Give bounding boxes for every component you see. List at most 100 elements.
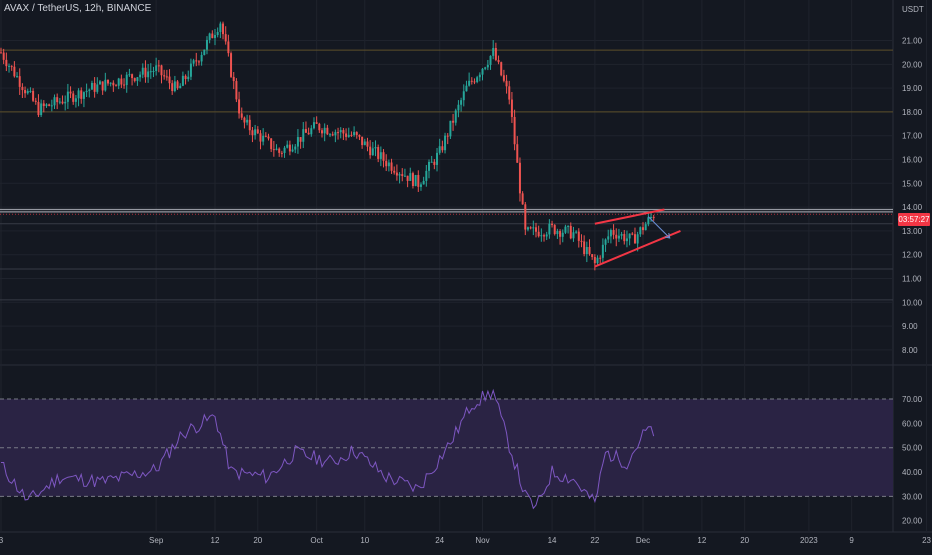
candle-body-down (652, 216, 655, 218)
candle-body-down (583, 241, 586, 255)
candle-body-down (510, 99, 513, 117)
candle-body-up (607, 236, 610, 240)
candle-body-down (107, 79, 109, 84)
candle-body-down (195, 60, 198, 62)
candle-body-down (13, 66, 16, 77)
candle-body-up (29, 90, 32, 92)
candle-body-down (211, 33, 214, 39)
candle-body-down (518, 162, 521, 194)
candle-body-down (326, 127, 329, 135)
candle-body-down (93, 82, 96, 92)
candle-body-down (48, 104, 51, 106)
time-tick-label: 3 (0, 536, 4, 545)
time-tick-label: 22 (590, 536, 599, 545)
candle-body-up (205, 39, 208, 50)
candle-body-down (342, 130, 345, 134)
wedge-upper-line (594, 208, 665, 225)
candle-body-down (377, 147, 380, 159)
candle-body-up (409, 173, 412, 181)
price-tick-label: 19.00 (902, 84, 923, 93)
candle-body-down (37, 101, 40, 116)
candle-body-up (82, 92, 85, 99)
candle-body-down (288, 144, 291, 152)
candle-body-up (567, 225, 570, 227)
time-tick-label: Sep (149, 536, 164, 545)
candle-body-down (441, 146, 444, 151)
rsi-line (1, 388, 655, 510)
candle-body-down (299, 137, 302, 142)
axes: 21.00 20.00 19.00 18.00 17.00 16.00 15.00 14.00… (0, 5, 932, 545)
price-tick-label: 8.00 (902, 346, 918, 355)
price-tick-label: 16.00 (902, 156, 923, 165)
candle-body-up (486, 64, 489, 68)
candle-body-down (72, 93, 75, 102)
candle-body-up (179, 85, 182, 89)
candle-body-down (10, 65, 13, 67)
candle-body-down (588, 246, 591, 255)
candle-body-down (133, 78, 136, 81)
price-tick-label: 9.00 (902, 322, 918, 331)
time-tick-label: 10 (360, 536, 369, 545)
candle-body-down (251, 130, 254, 136)
candle-body-down (535, 227, 537, 232)
candle-body-down (224, 34, 227, 42)
candle-body-up (371, 148, 374, 156)
rsi-tick-label: 20.00 (902, 517, 923, 526)
candle-body-down (524, 204, 527, 230)
candle-body-up (425, 170, 428, 181)
candle-body-down (599, 257, 602, 259)
candle-body-up (457, 104, 460, 111)
candle-body-up (532, 227, 535, 229)
rsi-pane (0, 388, 893, 510)
candle-body-down (452, 120, 455, 123)
rsi-tick-label: 50.00 (902, 444, 923, 453)
candle-body-up (449, 120, 452, 137)
candle-body-up (468, 80, 471, 86)
candle-body-down (304, 129, 307, 133)
candle-body-down (5, 59, 8, 67)
candle-body-up (444, 135, 447, 151)
candle-body-up (181, 75, 184, 86)
candle-body-up (155, 65, 158, 71)
candle-body-up (136, 77, 139, 81)
price-tick-label: 12.00 (902, 251, 923, 260)
candle-body-down (240, 113, 243, 118)
candle-body-down (243, 117, 246, 123)
time-tick-label: 12 (697, 536, 706, 545)
candle-body-up (53, 97, 56, 106)
candle-body-down (160, 65, 163, 76)
candle-body-down (331, 134, 334, 136)
candle-body-down (176, 81, 179, 89)
candle-body-down (230, 53, 233, 77)
candle-body-down (505, 80, 508, 87)
candle-body-down (406, 175, 409, 181)
candle-body-up (8, 65, 11, 67)
candle-body-up (294, 146, 297, 150)
time-tick-label: Dec (636, 536, 650, 545)
candles (0, 21, 655, 271)
candle-body-up (374, 147, 377, 149)
candle-body-up (85, 90, 88, 93)
candle-body-down (163, 75, 166, 77)
candle-body-down (307, 132, 310, 135)
candle-body-down (256, 129, 259, 134)
candle-body-down (473, 81, 476, 83)
candle-body-down (56, 97, 59, 103)
candle-body-up (617, 235, 620, 239)
candle-body-up (109, 82, 112, 84)
candle-body-down (591, 254, 594, 258)
candle-body-up (492, 47, 495, 56)
candle-body-down (144, 67, 147, 78)
candle-body-up (419, 184, 422, 187)
price-tick-label: 21.00 (902, 37, 923, 46)
last-price-badge: 03:57:27 (898, 213, 930, 226)
candle-body-down (2, 52, 5, 60)
candle-body-down (385, 160, 388, 167)
candle-body-down (529, 227, 532, 229)
candle-body-down (350, 134, 353, 136)
candle-body-up (334, 132, 337, 136)
candle-body-down (497, 59, 500, 63)
candle-body-down (382, 152, 385, 161)
